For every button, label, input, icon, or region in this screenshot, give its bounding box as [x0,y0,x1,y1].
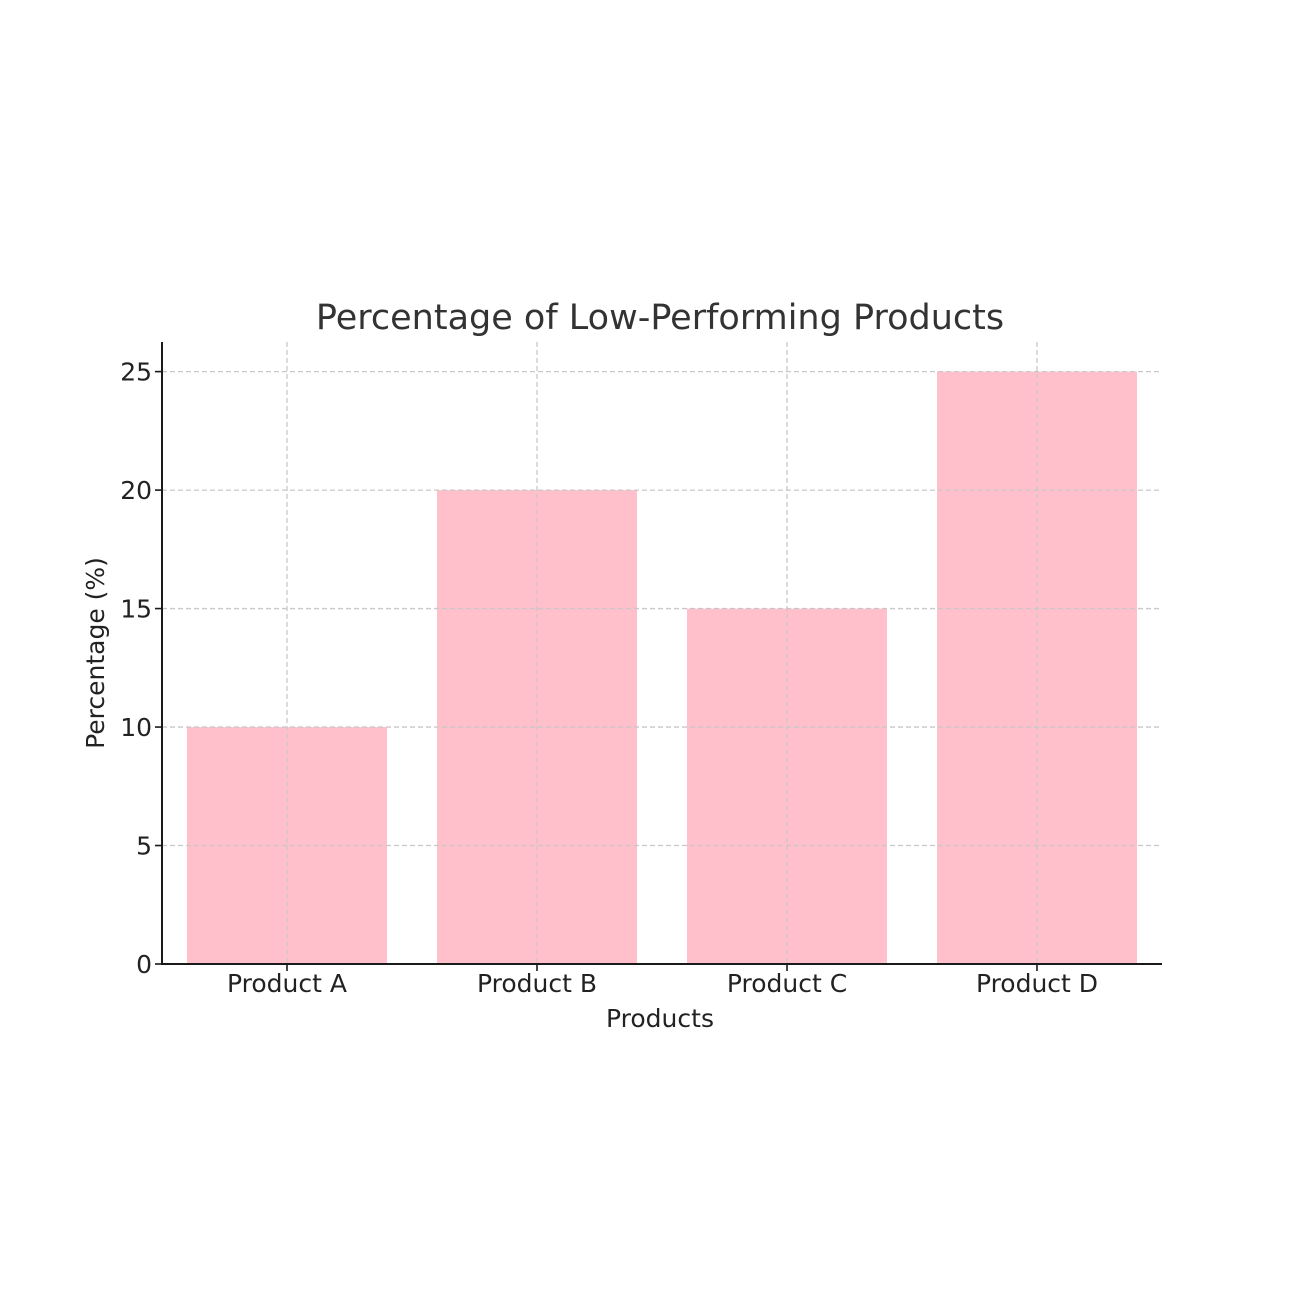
x-tick-label: Product B [477,969,597,998]
axes [161,342,1162,965]
y-tick-label: 15 [120,595,152,624]
grid [162,342,1162,964]
x-tick-label: Product A [227,969,347,998]
x-tick-label: Product C [727,969,847,998]
x-tick-label: Product D [976,969,1098,998]
y-tick-label: 20 [120,476,152,505]
y-axis-label: Percentage (%) [81,557,110,749]
y-tick-label: 10 [120,713,152,742]
y-tick-label: 5 [136,832,152,861]
y-tick-label: 25 [120,358,152,387]
y-axis-ticks: 0 5 10 15 20 25 [120,358,162,979]
x-axis-ticks: Product A Product B Product C Product D [227,964,1098,998]
y-tick-label: 0 [136,950,152,979]
bar-product-d [937,371,1137,965]
chart-title: Percentage of Low-Performing Products [316,298,1004,338]
x-axis-label: Products [606,1004,714,1033]
bars [187,371,1137,965]
